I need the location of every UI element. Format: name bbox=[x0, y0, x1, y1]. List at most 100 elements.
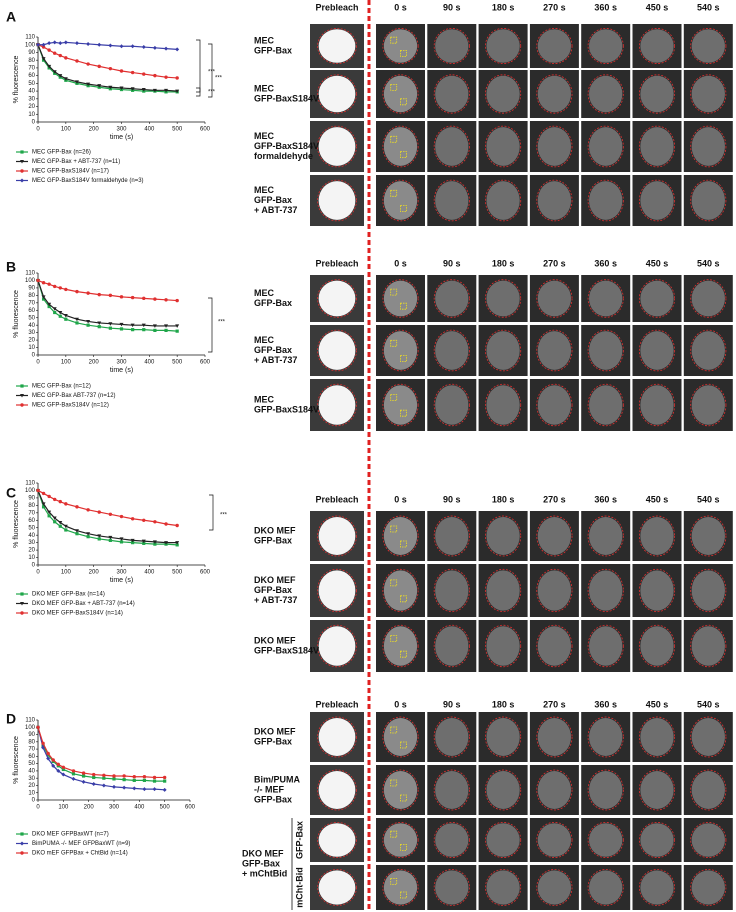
row-label: DKO MEF bbox=[254, 575, 296, 585]
cell bbox=[486, 517, 520, 555]
legend-marker bbox=[20, 160, 24, 164]
y-tick-label: 0 bbox=[32, 353, 36, 359]
cell bbox=[383, 771, 418, 809]
data-point bbox=[75, 505, 79, 509]
cell-outline bbox=[587, 769, 624, 811]
data-point bbox=[152, 45, 157, 50]
legend-marker bbox=[20, 394, 24, 398]
data-point bbox=[112, 784, 116, 789]
y-tick-label: 90 bbox=[28, 495, 35, 501]
data-point bbox=[91, 782, 96, 786]
cell-outline bbox=[690, 716, 727, 758]
bleach-roi bbox=[390, 635, 398, 642]
y-axis-title: % fluorescence bbox=[13, 736, 20, 784]
cell bbox=[640, 127, 674, 166]
data-point bbox=[142, 518, 146, 522]
bleach-roi bbox=[400, 891, 407, 899]
data-point bbox=[108, 293, 113, 298]
cell-outline bbox=[382, 279, 419, 318]
row-label: + ABT-737 bbox=[254, 205, 297, 215]
legend-marker bbox=[20, 403, 24, 407]
data-point bbox=[153, 542, 157, 546]
cell bbox=[537, 331, 572, 370]
significance-bracket bbox=[196, 39, 201, 93]
column-header: Prebleach bbox=[315, 494, 358, 504]
bleach-roi bbox=[390, 878, 398, 885]
y-tick-label: 90 bbox=[28, 50, 35, 56]
cell-outline bbox=[690, 869, 727, 906]
row-label: GFP-Bax bbox=[254, 45, 292, 55]
row-label: GFP-BaxS184V bbox=[254, 141, 319, 151]
data-point bbox=[86, 508, 90, 512]
cell bbox=[318, 127, 356, 166]
row-label: GFP-Bax bbox=[254, 195, 292, 205]
data-point bbox=[152, 88, 157, 93]
data-point bbox=[47, 302, 52, 307]
data-point bbox=[153, 328, 157, 332]
x-tick-label: 400 bbox=[144, 570, 155, 576]
y-tick-label: 50 bbox=[28, 525, 35, 531]
legend-marker bbox=[20, 832, 24, 836]
data-point bbox=[102, 776, 106, 780]
data-point bbox=[74, 529, 79, 533]
data-point bbox=[97, 64, 101, 69]
cell bbox=[537, 718, 572, 756]
data-point bbox=[97, 42, 102, 47]
panel-letter: D bbox=[6, 711, 16, 727]
cell-outline bbox=[485, 179, 522, 222]
cell-outline bbox=[317, 279, 357, 318]
cell bbox=[640, 385, 674, 425]
data-point bbox=[71, 776, 76, 781]
legend-label: BimPUMA -/- MEF GFPBaxWT (n=9) bbox=[32, 841, 130, 847]
cell-outline bbox=[382, 125, 419, 168]
cell-outline bbox=[433, 179, 470, 222]
bleach-roi bbox=[390, 726, 398, 734]
y-tick-label: 20 bbox=[28, 783, 35, 789]
y-tick-label: 10 bbox=[28, 790, 35, 796]
cell bbox=[318, 626, 356, 666]
x-tick-label: 400 bbox=[144, 360, 155, 366]
data-point bbox=[175, 541, 180, 545]
cell-outline bbox=[433, 769, 470, 811]
cell bbox=[435, 718, 469, 756]
cell-outline bbox=[638, 383, 676, 427]
row-label: GFP-Bax bbox=[254, 345, 292, 355]
cell bbox=[435, 517, 469, 555]
x-tick-label: 600 bbox=[200, 360, 211, 366]
data-point bbox=[82, 774, 86, 778]
cell bbox=[589, 870, 623, 905]
data-point bbox=[64, 502, 68, 506]
cell-outline bbox=[536, 279, 573, 318]
cell bbox=[589, 823, 623, 857]
cell bbox=[640, 331, 674, 370]
data-point bbox=[142, 328, 146, 332]
cell-outline bbox=[690, 515, 727, 557]
legend-label: DKO MEF GFP-Bax (n=14) bbox=[32, 592, 105, 598]
column-header: 360 s bbox=[594, 258, 617, 268]
data-point bbox=[74, 41, 79, 46]
data-point bbox=[175, 47, 180, 52]
x-tick-label: 200 bbox=[89, 127, 100, 133]
cell-outline bbox=[382, 515, 419, 557]
series-line bbox=[37, 727, 165, 782]
cell-outline bbox=[690, 383, 727, 427]
panel-letter: B bbox=[6, 259, 16, 275]
y-tick-label: 80 bbox=[28, 739, 35, 745]
data-point bbox=[71, 772, 76, 776]
row-label: GFP-Bax bbox=[254, 736, 292, 746]
cell-outline bbox=[587, 179, 624, 222]
data-point bbox=[164, 541, 169, 545]
cell bbox=[383, 870, 418, 905]
x-tick-label: 100 bbox=[58, 805, 69, 811]
x-tick-label: 0 bbox=[36, 360, 40, 366]
cell-outline bbox=[485, 74, 522, 114]
row-label: MEC bbox=[254, 335, 275, 345]
cell bbox=[383, 626, 418, 666]
data-point bbox=[64, 287, 68, 292]
data-point bbox=[163, 779, 167, 783]
cell bbox=[691, 127, 725, 166]
row-label: GFP-Bax bbox=[254, 585, 292, 595]
cell bbox=[537, 771, 572, 809]
y-tick-label: 90 bbox=[28, 732, 35, 738]
y-tick-label: 10 bbox=[28, 345, 35, 351]
